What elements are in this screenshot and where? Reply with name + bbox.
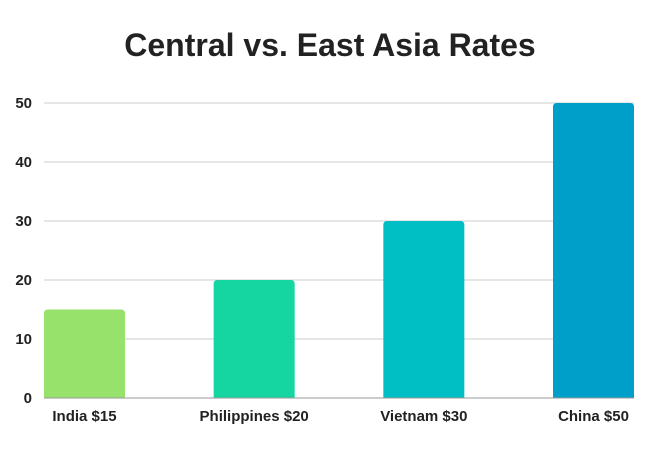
gridlines: [44, 102, 634, 340]
bars: [44, 103, 634, 398]
y-axis-ticks: 0 10 20 30 40 50: [15, 95, 32, 407]
x-category-label: India $15: [52, 408, 116, 425]
x-category-label: Vietnam $30: [380, 408, 467, 425]
y-tick-label: 10: [15, 331, 32, 348]
x-category-label: China $50: [558, 408, 629, 425]
x-category-label: Philippines $20: [200, 408, 309, 425]
bar: [213, 280, 295, 398]
y-tick-label: 30: [15, 213, 32, 230]
bar: [383, 221, 465, 398]
chart-title: Central vs. East Asia Rates: [124, 27, 535, 63]
y-tick-label: 50: [15, 95, 32, 112]
y-tick-label: 40: [15, 154, 32, 171]
x-axis-categories: India $15 Philippines $20 Vietnam $30 China…: [52, 408, 629, 425]
bar: [44, 309, 125, 398]
y-tick-label: 20: [15, 272, 32, 289]
y-tick-label: 0: [24, 390, 32, 407]
bar: [553, 103, 634, 398]
